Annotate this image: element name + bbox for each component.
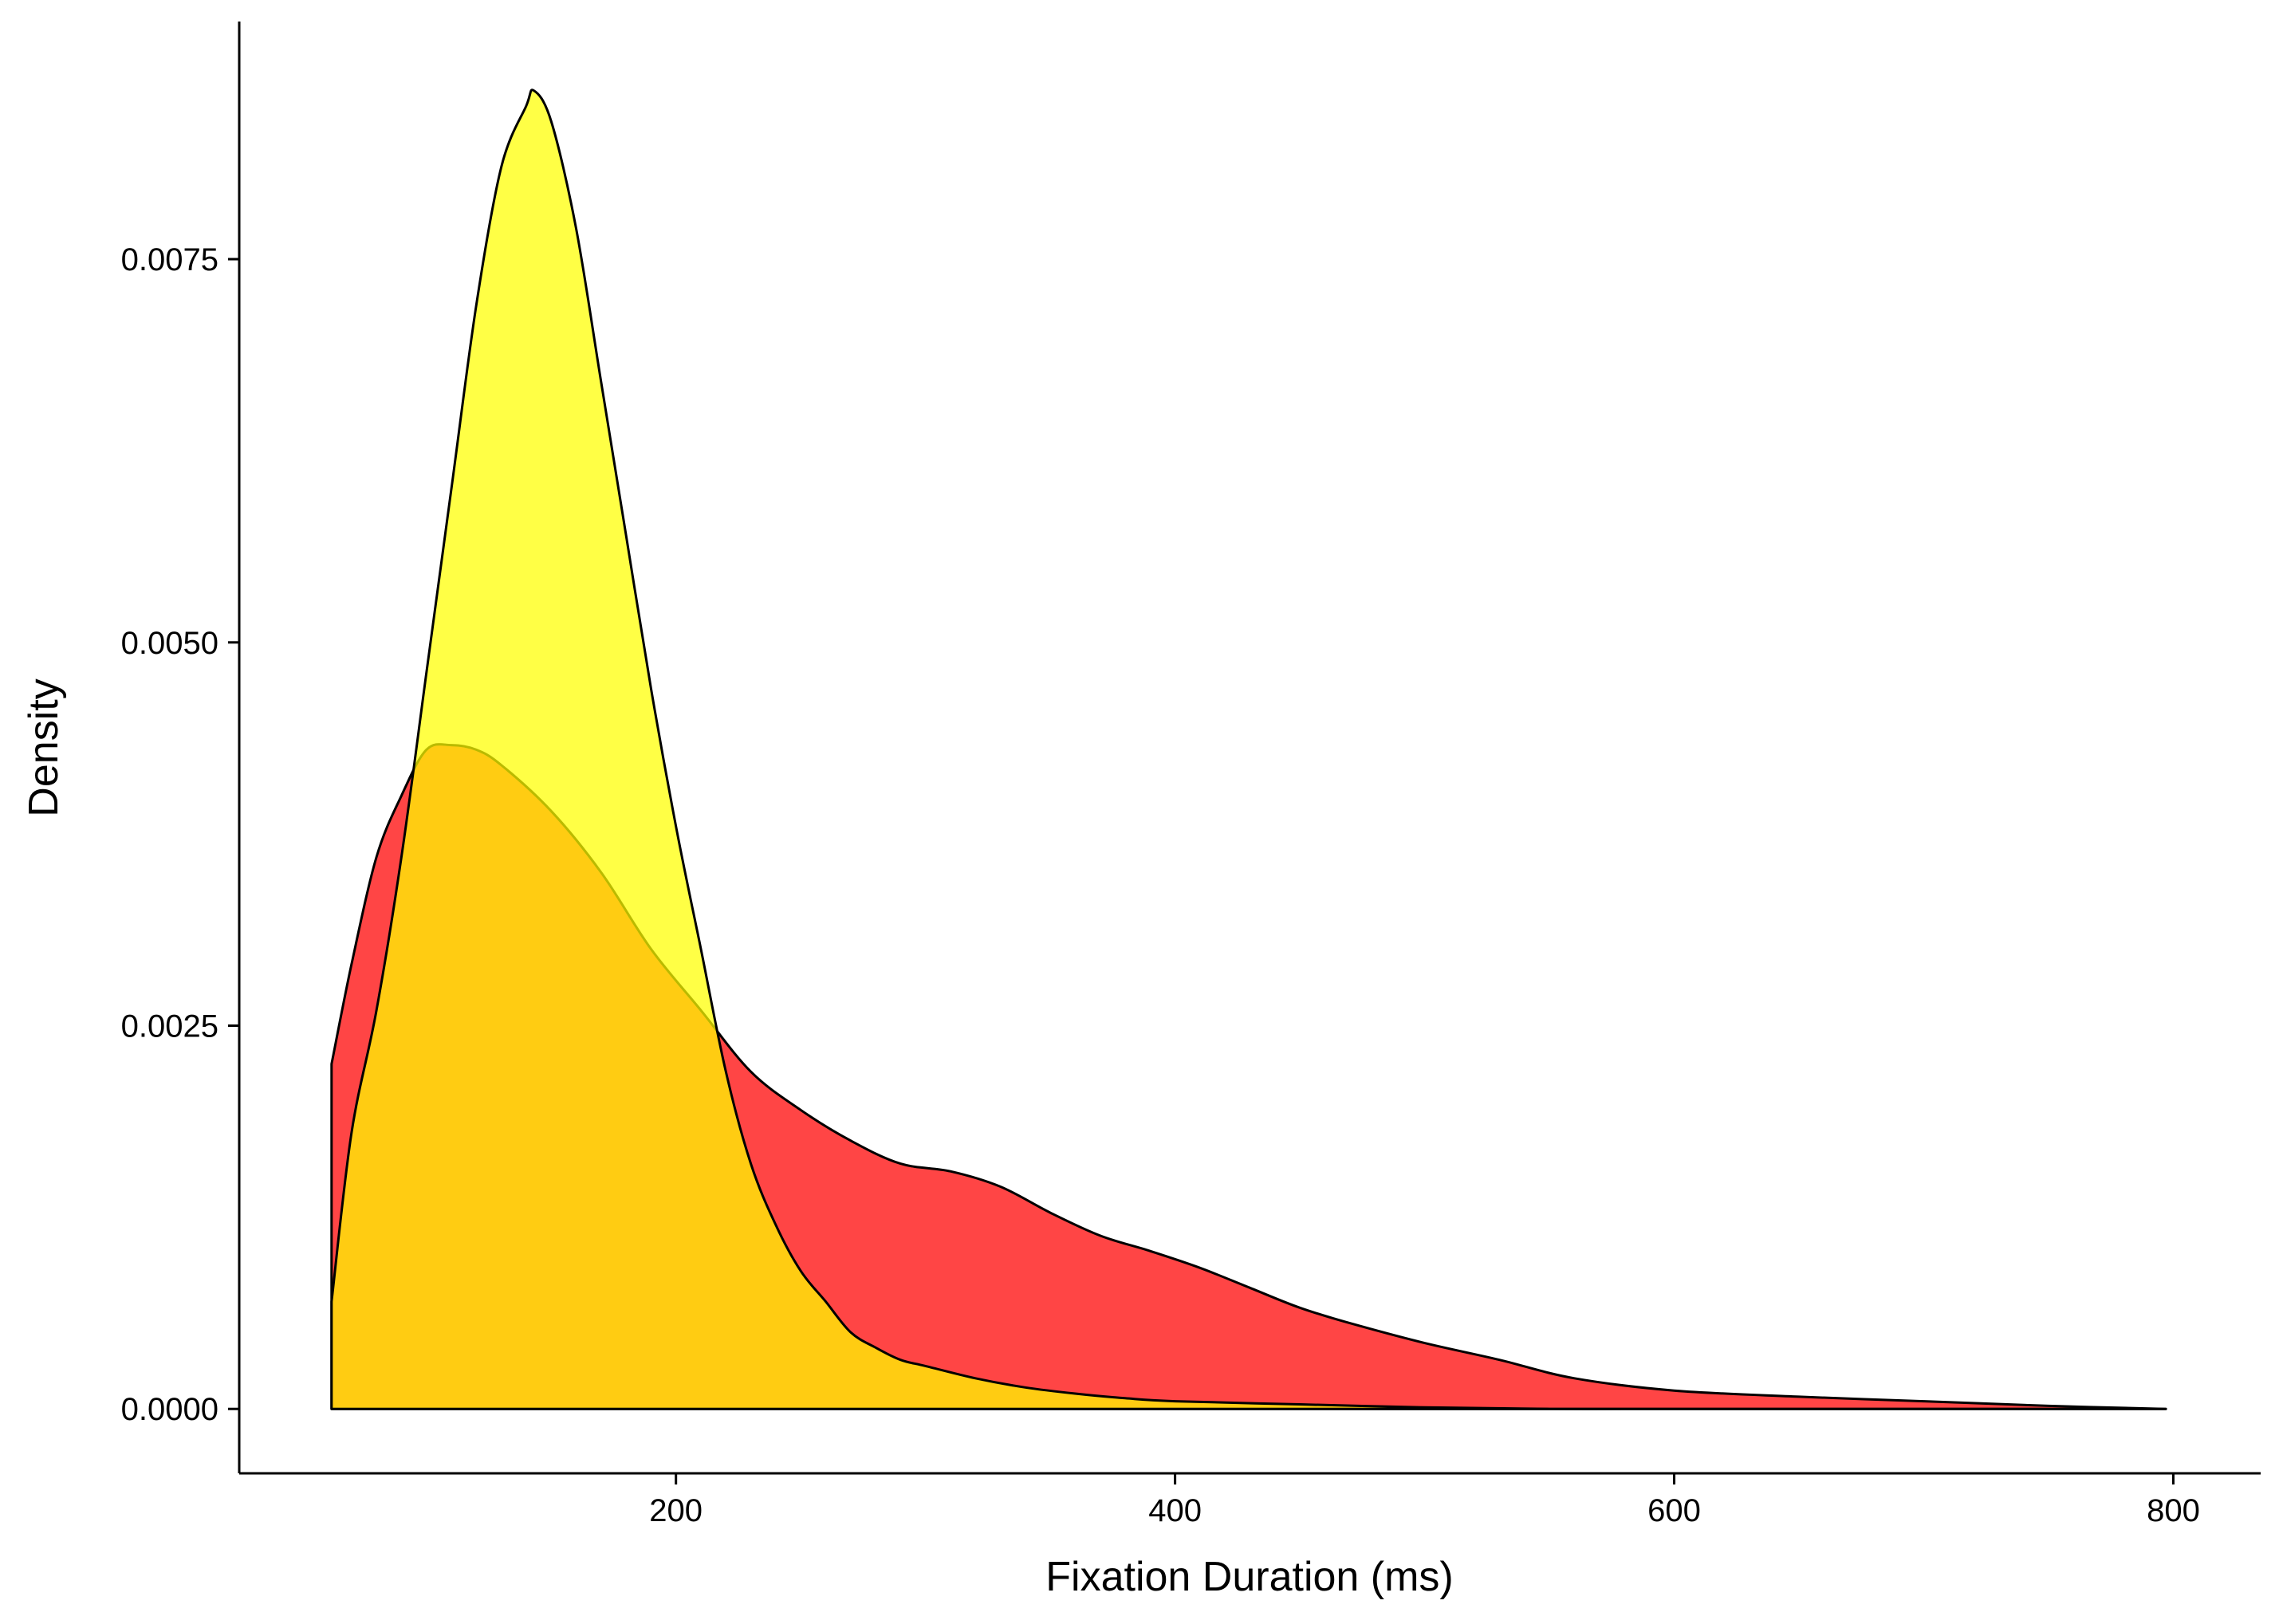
y-axis-title: Density [21, 678, 67, 816]
y-tick-label: 0.0025 [121, 1009, 218, 1044]
x-axis-title: Fixation Duration (ms) [1045, 1554, 1453, 1600]
y-tick-label: 0.0075 [121, 242, 218, 277]
y-tick-label: 0.0000 [121, 1392, 218, 1427]
x-tick-label: 400 [1148, 1493, 1202, 1528]
x-tick-label: 600 [1647, 1493, 1701, 1528]
y-tick-label: 0.0050 [121, 626, 218, 661]
x-tick-label: 200 [649, 1493, 703, 1528]
density-area-2 [330, 88, 2167, 1410]
x-tick-label: 800 [2147, 1493, 2200, 1528]
